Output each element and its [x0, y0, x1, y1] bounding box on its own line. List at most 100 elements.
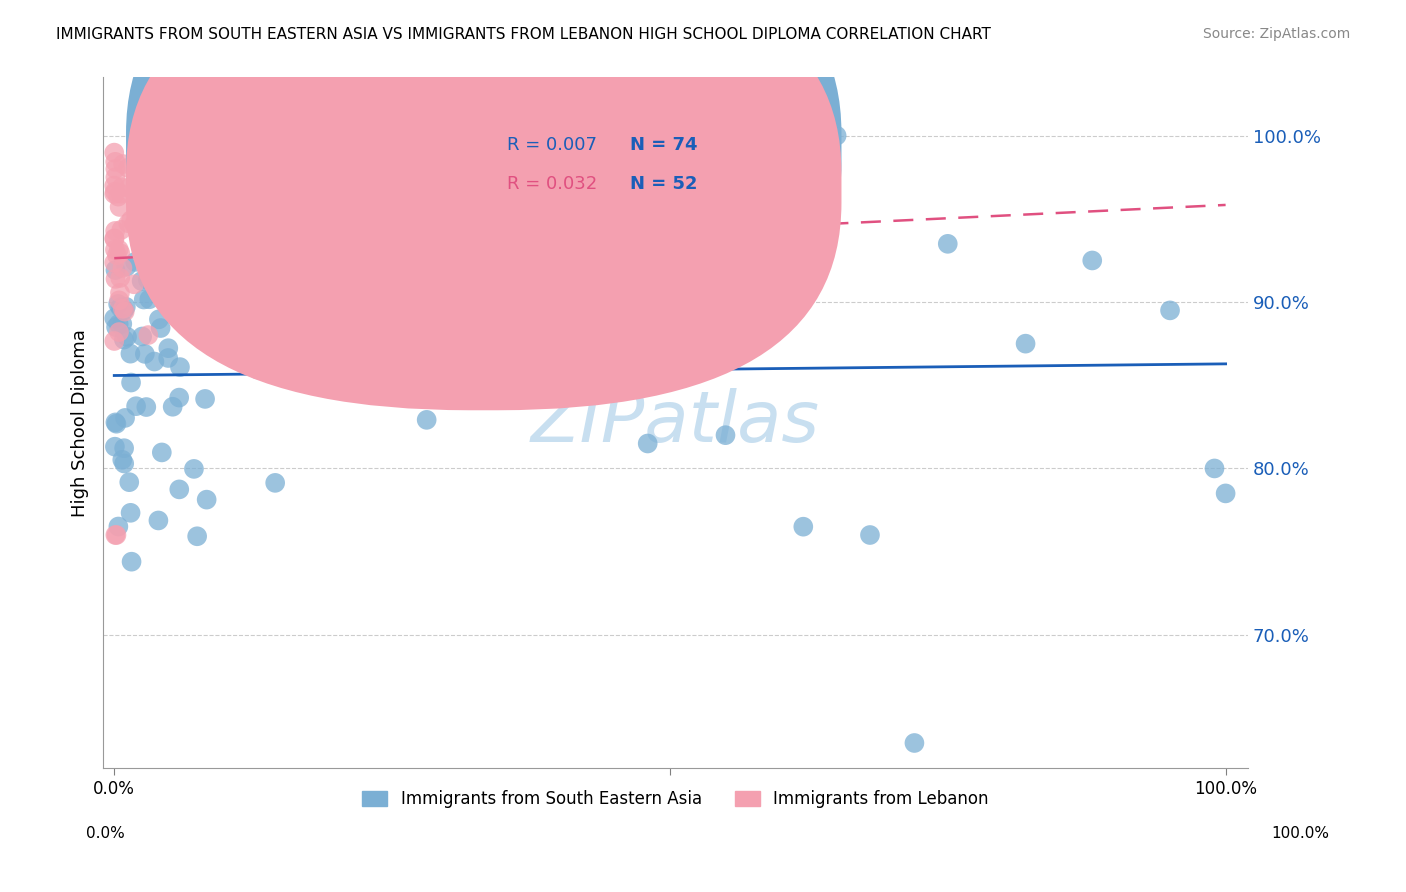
Immigrants from Lebanon: [174, 254, 197, 268]
Immigrants from South Eastern Asia: [167, 137, 190, 152]
Immigrants from South Eastern Asia: [108, 301, 131, 315]
Immigrants from Lebanon: [136, 328, 159, 343]
Immigrants from South Eastern Asia: [169, 360, 191, 375]
Immigrants from Lebanon: [104, 170, 127, 185]
Immigrants from South Eastern Asia: [115, 330, 138, 344]
Immigrants from South Eastern Asia: [315, 362, 337, 376]
Immigrants from Lebanon: [292, 345, 315, 359]
Immigrants from South Eastern Asia: [121, 555, 143, 569]
Immigrants from Lebanon: [127, 171, 149, 186]
Immigrants from Lebanon: [110, 223, 132, 237]
Immigrants from South Eastern Asia: [257, 317, 280, 331]
Immigrants from Lebanon: [103, 145, 125, 160]
Immigrants from South Eastern Asia: [120, 506, 142, 520]
Immigrants from South Eastern Asia: [157, 341, 180, 355]
Text: R = 0.032: R = 0.032: [508, 176, 598, 194]
Immigrants from South Eastern Asia: [135, 400, 157, 414]
Immigrants from South Eastern Asia: [264, 475, 287, 490]
Immigrants from South Eastern Asia: [125, 399, 148, 413]
Immigrants from Lebanon: [103, 231, 125, 245]
Immigrants from South Eastern Asia: [112, 303, 135, 318]
Immigrants from South Eastern Asia: [120, 346, 142, 360]
Immigrants from South Eastern Asia: [107, 317, 129, 331]
Immigrants from South Eastern Asia: [162, 400, 184, 414]
Immigrants from South Eastern Asia: [792, 519, 814, 533]
Immigrants from Lebanon: [122, 218, 145, 232]
Immigrants from South Eastern Asia: [132, 293, 155, 307]
Immigrants from Lebanon: [103, 186, 125, 201]
Immigrants from Lebanon: [112, 157, 135, 171]
Immigrants from South Eastern Asia: [118, 475, 141, 490]
Y-axis label: High School Diploma: High School Diploma: [72, 329, 89, 516]
Immigrants from Lebanon: [105, 528, 128, 542]
Immigrants from South Eastern Asia: [104, 440, 127, 454]
Immigrants from Lebanon: [108, 200, 131, 214]
Immigrants from South Eastern Asia: [103, 311, 125, 326]
Text: R = 0.007: R = 0.007: [508, 136, 598, 154]
Immigrants from Lebanon: [170, 278, 193, 293]
Immigrants from South Eastern Asia: [107, 519, 129, 533]
Immigrants from South Eastern Asia: [903, 736, 925, 750]
Immigrants from South Eastern Asia: [1014, 336, 1036, 351]
Immigrants from Lebanon: [104, 528, 127, 542]
Immigrants from Lebanon: [208, 328, 231, 343]
Immigrants from Lebanon: [108, 293, 131, 308]
Immigrants from Lebanon: [108, 285, 131, 300]
Text: 100.0%: 100.0%: [1271, 827, 1330, 841]
Immigrants from South Eastern Asia: [148, 513, 170, 527]
Immigrants from South Eastern Asia: [308, 283, 330, 297]
Immigrants from South Eastern Asia: [150, 445, 173, 459]
Immigrants from Lebanon: [118, 181, 141, 195]
Immigrants from Lebanon: [107, 189, 129, 203]
Immigrants from South Eastern Asia: [115, 260, 138, 274]
Immigrants from South Eastern Asia: [105, 320, 128, 334]
Immigrants from South Eastern Asia: [859, 528, 882, 542]
Text: IMMIGRANTS FROM SOUTH EASTERN ASIA VS IMMIGRANTS FROM LEBANON HIGH SCHOOL DIPLOM: IMMIGRANTS FROM SOUTH EASTERN ASIA VS IM…: [56, 27, 991, 42]
Immigrants from South Eastern Asia: [246, 362, 269, 376]
Immigrants from Lebanon: [105, 248, 128, 262]
Immigrants from South Eastern Asia: [167, 391, 190, 405]
Immigrants from South Eastern Asia: [242, 353, 264, 368]
Immigrants from South Eastern Asia: [936, 236, 959, 251]
Immigrants from Lebanon: [108, 271, 131, 285]
Text: Source: ZipAtlas.com: Source: ZipAtlas.com: [1202, 27, 1350, 41]
Immigrants from Lebanon: [142, 245, 165, 260]
Immigrants from Lebanon: [176, 295, 198, 310]
Immigrants from South Eastern Asia: [186, 529, 208, 543]
Immigrants from Lebanon: [108, 325, 131, 339]
Immigrants from South Eastern Asia: [149, 321, 172, 335]
Immigrants from Lebanon: [128, 201, 150, 215]
Immigrants from Lebanon: [117, 161, 139, 175]
Immigrants from South Eastern Asia: [114, 411, 136, 425]
Immigrants from South Eastern Asia: [138, 292, 160, 306]
Immigrants from Lebanon: [104, 185, 127, 199]
Immigrants from South Eastern Asia: [780, 178, 803, 193]
Immigrants from South Eastern Asia: [104, 416, 127, 430]
Immigrants from Lebanon: [120, 213, 142, 227]
Immigrants from Lebanon: [153, 261, 176, 276]
Immigrants from South Eastern Asia: [1159, 303, 1181, 318]
Immigrants from South Eastern Asia: [825, 128, 848, 143]
Immigrants from South Eastern Asia: [112, 441, 135, 455]
Immigrants from Lebanon: [104, 161, 127, 176]
Immigrants from Lebanon: [146, 245, 169, 260]
Immigrants from South Eastern Asia: [134, 120, 156, 135]
Immigrants from South Eastern Asia: [131, 274, 153, 288]
Immigrants from South Eastern Asia: [134, 347, 156, 361]
Immigrants from South Eastern Asia: [120, 376, 142, 390]
Immigrants from Lebanon: [103, 178, 125, 193]
Immigrants from Lebanon: [107, 243, 129, 257]
Legend: Immigrants from South Eastern Asia, Immigrants from Lebanon: Immigrants from South Eastern Asia, Immi…: [356, 783, 995, 815]
Immigrants from South Eastern Asia: [124, 255, 146, 269]
Immigrants from South Eastern Asia: [148, 312, 170, 326]
Immigrants from South Eastern Asia: [183, 462, 205, 476]
Immigrants from Lebanon: [117, 216, 139, 230]
Text: N = 52: N = 52: [630, 176, 697, 194]
Immigrants from Lebanon: [111, 301, 134, 316]
Immigrants from South Eastern Asia: [637, 436, 659, 450]
Immigrants from Lebanon: [104, 243, 127, 257]
Immigrants from South Eastern Asia: [143, 354, 166, 368]
Immigrants from South Eastern Asia: [112, 457, 135, 471]
Immigrants from South Eastern Asia: [115, 300, 138, 314]
Immigrants from Lebanon: [114, 304, 136, 318]
